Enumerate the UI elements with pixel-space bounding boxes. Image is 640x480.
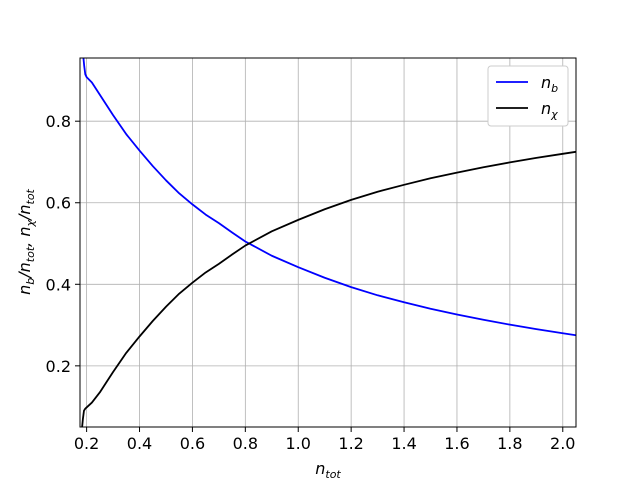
- x-tick-label: 1.6: [444, 434, 469, 453]
- legend-box: [487, 65, 569, 127]
- x-tick-label: 1.4: [391, 434, 416, 453]
- x-tick-label: 1.2: [338, 434, 363, 453]
- x-axis-label-sub: tot: [325, 468, 341, 480]
- y-tick-label: 0.6: [46, 194, 71, 213]
- y-tick-label: 0.2: [46, 357, 71, 376]
- x-tick-label: 0.4: [127, 434, 152, 453]
- plot-frame: [79, 57, 577, 428]
- series-line-n-chi: [81, 150, 576, 427]
- y-tick-label: 0.8: [46, 112, 71, 131]
- legend: nb nχ: [487, 65, 569, 127]
- x-tick-label: 2.0: [550, 434, 575, 453]
- y-axis-label: nb/ntot, nχ/ntot: [15, 188, 37, 294]
- y-tick-label: 0.4: [46, 275, 71, 294]
- x-tick-label: 0.8: [233, 434, 258, 453]
- series-layer: [81, 58, 576, 427]
- x-tick-label: 1.8: [497, 434, 522, 453]
- x-tick-label: 0.6: [180, 434, 205, 453]
- x-tick-label: 0.2: [74, 434, 99, 453]
- axis-ticks: 0.2 0.4 0.6 0.8 1.0 1.2 1.4 1.6 1.8 2.0 0.2 0.4 0.6 0…: [46, 112, 576, 453]
- x-tick-label: 1.0: [286, 434, 311, 453]
- series-line-n-b: [82, 58, 576, 337]
